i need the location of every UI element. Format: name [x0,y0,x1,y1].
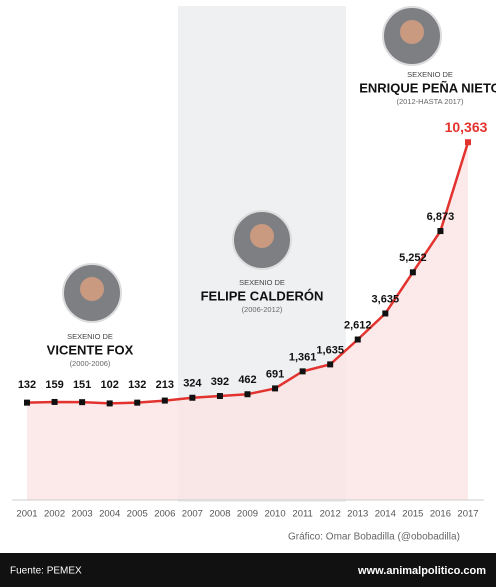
point [272,385,279,392]
x-tick-label: 2004 [99,509,120,520]
point [437,228,444,235]
point [216,393,223,400]
value-label: 159 [45,379,63,391]
point [161,397,168,404]
value-label: 213 [156,379,174,391]
x-tick-label: 2016 [430,509,451,520]
point [244,391,251,398]
value-label: 151 [73,379,91,391]
value-label: 691 [266,368,284,380]
x-tick-label: 2007 [182,509,203,520]
point [299,368,306,375]
point [106,400,113,407]
x-tick-label: 2012 [320,509,341,520]
point [189,394,196,401]
point [354,336,361,343]
portrait-face [80,277,104,301]
x-tick-label: 2003 [72,509,93,520]
x-tick-label: 2011 [292,509,312,520]
annotation-label: SEXENIO DE [239,278,285,287]
value-label: 324 [183,378,202,390]
x-tick-label: 2014 [375,509,396,520]
value-label: 2,612 [344,319,372,331]
x-tick-label: 2015 [402,509,423,520]
x-tick-label: 2008 [209,509,230,520]
annotation-label: SEXENIO DE [67,332,113,341]
annotation-name: VICENTE FOX [47,342,134,357]
value-label: 102 [101,379,119,391]
x-tick-label: 2005 [127,509,148,520]
annotation-label: SEXENIO DE [407,70,453,79]
value-label: 5,252 [399,252,427,264]
point [24,399,30,406]
value-label: 10,363 [445,119,488,135]
portrait-face [250,224,274,248]
annotation-period: (2012-HASTA 2017) [397,97,464,106]
portrait-face [400,20,424,44]
annotation-name: ENRIQUE PEÑA NIETO [359,80,496,95]
x-tick-label: 2013 [347,509,368,520]
x-tick-label: 2010 [264,509,285,520]
value-label: 1,361 [289,351,317,363]
x-tick-label: 2006 [154,509,175,520]
annotation-name: FELIPE CALDERÓN [201,288,324,303]
value-label: 3,635 [372,293,400,305]
x-tick-label: 2001 [16,509,37,520]
value-label: 132 [128,379,146,391]
value-label: 1,635 [316,344,344,356]
value-label: 392 [211,376,229,388]
credit: Gráfico: Omar Bobadilla (@obobadilla) [288,532,460,543]
x-tick-label: 2002 [44,509,65,520]
x-tick-label: 2009 [237,509,258,520]
point [382,310,389,317]
source: Fuente: PEMEX [10,566,82,577]
x-tick-label: 2017 [457,509,478,520]
annotation-period: (2000-2006) [70,359,111,368]
area [27,142,468,500]
point [327,361,334,368]
footer-bar [0,553,496,587]
annotation-period: (2006-2012) [242,305,283,314]
point [51,398,58,405]
point [134,399,141,406]
point [409,269,416,276]
value-label: 6,873 [427,211,455,223]
point [79,399,86,406]
website: www.animalpolitico.com [357,565,486,577]
value-label: 132 [18,379,36,391]
point [465,139,471,146]
value-label: 462 [238,374,256,386]
